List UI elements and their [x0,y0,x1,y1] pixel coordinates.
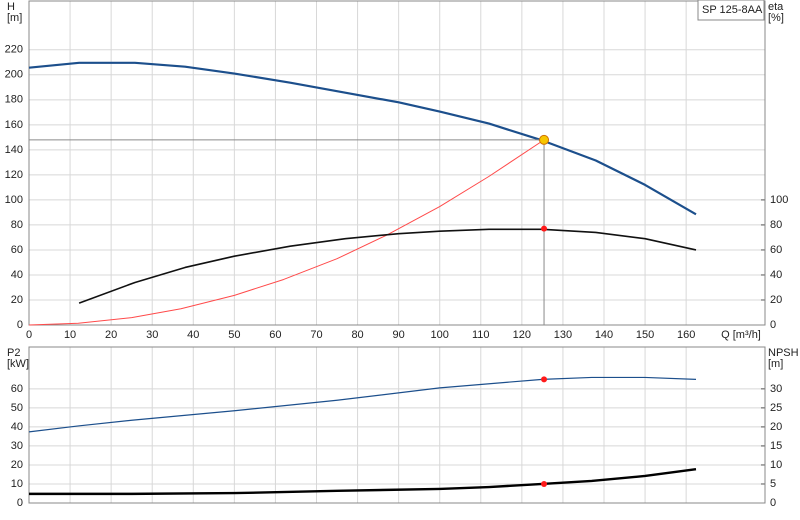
y-tick-label: 0 [17,319,23,331]
x-tick-label: 50 [228,329,240,341]
curve [28,139,545,326]
x-axis-label: Q [m³/h] [721,329,761,341]
x-tick-label: 140 [595,329,613,341]
y-tick-label: 200 [5,69,23,81]
y2-tick-label: 80 [770,219,782,231]
operating-point [541,480,548,487]
y2-tick-label: 0 [770,497,776,509]
y-tick-label: 60 [11,383,23,395]
legend-box [697,0,765,21]
y2-tick-label: 20 [770,294,782,306]
y-axis-label: P2 [7,347,20,359]
y-axis-label: H [7,1,15,13]
x-tick-label: 120 [513,329,531,341]
curve [28,61,697,216]
plot-frame [28,0,766,326]
y2-axis-label: eta [768,1,784,13]
x-tick-label: 40 [187,329,199,341]
y-tick-label: 20 [11,294,23,306]
y-tick-label: 140 [5,144,23,156]
y-tick-label: 100 [5,194,23,206]
curve [78,228,697,304]
x-tick-label: 70 [310,329,322,341]
operating-point [539,134,550,145]
y2-tick-label: 40 [770,269,782,281]
x-tick-label: 60 [269,329,281,341]
plot-area [29,347,765,503]
y2-tick-label: 15 [770,440,782,452]
y-tick-label: 160 [5,119,23,131]
y2-tick-label: 25 [770,402,782,414]
y2-tick-label: 20 [770,421,782,433]
y-tick-label: 60 [11,244,23,256]
y-tick-label: 40 [11,421,23,433]
y-tick-label: 20 [11,459,23,471]
y2-axis-label: NPSH [768,347,799,359]
x-tick-label: 110 [472,329,490,341]
x-tick-label: 90 [393,329,405,341]
y-tick-label: 120 [5,169,23,181]
plot-area [29,1,765,325]
y-tick-label: 50 [11,402,23,414]
y-tick-label: 220 [5,44,23,56]
x-tick-label: 10 [64,329,76,341]
x-tick-label: 0 [26,329,32,341]
x-tick-label: 30 [146,329,158,341]
plot-frame [28,346,766,504]
x-tick-label: 130 [554,329,572,341]
y-tick-label: 30 [11,440,23,452]
y-tick-label: 180 [5,94,23,106]
y-axis-unit: [kW] [7,358,29,370]
y2-tick-label: 5 [770,478,776,490]
y2-tick-label: 60 [770,244,782,256]
curve [29,467,697,496]
x-tick-label: 20 [105,329,117,341]
y2-tick-label: 0 [770,319,776,331]
y-tick-label: 40 [11,269,23,281]
y2-tick-label: 100 [770,194,788,206]
y-tick-label: 80 [11,219,23,231]
y2-tick-label: 30 [770,383,782,395]
y2-tick-label: 10 [770,459,782,471]
legend-label: SP 125-8AA [702,4,763,16]
y2-axis-unit: [m] [768,358,783,370]
y-axis-unit: [m] [7,12,22,24]
y2-axis-unit: [%] [768,12,784,24]
operating-point [541,225,548,232]
operating-point [541,376,548,383]
y-tick-label: 0 [17,497,23,509]
x-tick-label: 150 [636,329,654,341]
curve [28,376,697,433]
x-tick-label: 100 [431,329,449,341]
x-tick-label: 160 [677,329,695,341]
x-tick-label: 80 [351,329,363,341]
y-tick-label: 10 [11,478,23,490]
